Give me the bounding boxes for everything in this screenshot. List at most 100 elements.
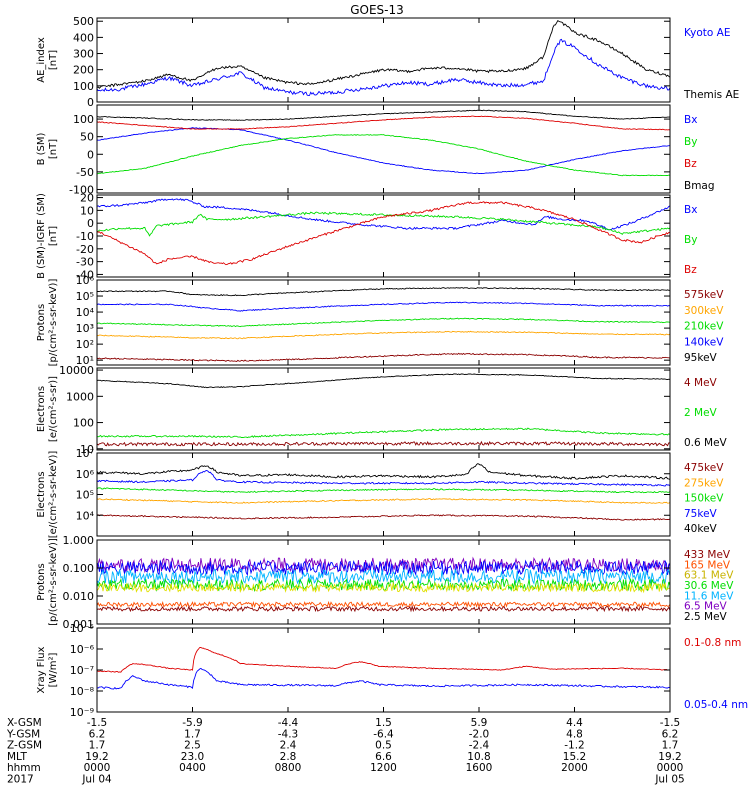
y-tick-label: 0	[87, 148, 94, 161]
series-line-bz	[97, 201, 670, 266]
series-line-165-mev	[97, 559, 670, 577]
y-tick-label: 10⁵	[76, 290, 94, 303]
y-tick-label: 10000	[59, 364, 94, 377]
series-label: 95keV	[684, 352, 718, 364]
x-axis-value: 2.8	[280, 751, 297, 763]
y-tick-label: 10⁻⁷	[70, 664, 94, 677]
y-tick-label: 10¹	[76, 354, 94, 367]
x-axis-value: 0.5	[375, 740, 392, 752]
panel-electrons_kev: 10⁴ 10⁵ 10⁶ 10⁷ Electrons [e/(cm²-s-sr-keV)] 4…	[36, 447, 724, 538]
y-tick-label: 0.001	[63, 618, 95, 631]
series-label: By	[684, 234, 697, 246]
y-tick-label: -40	[76, 268, 94, 281]
x-axis-value: -1.2	[564, 740, 585, 752]
series-line-63-1-mev	[97, 568, 670, 585]
panel-electrons_mev: 10 100 1000 10000 Electrons [e/(cm²-s-sr)] 4 M…	[36, 364, 728, 456]
series-label: 165 MeV	[684, 559, 731, 571]
x-axis-value: 1600	[466, 762, 493, 774]
y-tick-label: 300	[73, 48, 94, 61]
series-line-4-mev	[97, 373, 670, 389]
y-tick-label: -30	[76, 256, 94, 269]
x-axis-value: 1.5	[375, 717, 392, 729]
x-axis-value: 1.7	[662, 740, 679, 752]
series-label: 40keV	[684, 523, 718, 535]
x-axis-value: -4.3	[278, 728, 299, 740]
y-axis-label: Protons	[36, 563, 47, 600]
x-axis-value: 5.9	[471, 717, 488, 729]
series-group	[97, 198, 670, 266]
y-tick-label: -10	[76, 230, 94, 243]
y-tick-label: 100	[73, 417, 94, 430]
y-tick-label: 20	[80, 192, 94, 205]
series-label: Themis AE	[683, 89, 739, 101]
series-label: Bx	[684, 204, 697, 216]
x-axis-value: 4.4	[566, 717, 583, 729]
x-axis-value: 1200	[370, 762, 397, 774]
panel-ae: 0 100 200 300 400 500 AE_index [nT] Kyoto AE Them…	[36, 15, 739, 109]
y-axis-label: AE_index	[36, 37, 47, 83]
x-axis-row-label: Z-GSM	[7, 740, 42, 752]
series-label: 433 MeV	[684, 549, 731, 561]
x-axis-row-label: MLT	[7, 751, 27, 763]
y-tick-label: 1000	[66, 390, 94, 403]
series-label: 475keV	[684, 462, 724, 474]
series-label: 75keV	[684, 508, 718, 520]
y-axis-label: [p/(cm²-s-sr-keV)]	[48, 538, 59, 626]
series-line-475kev	[97, 463, 670, 480]
x-axis-value: 2.5	[184, 740, 201, 752]
panel-protons_mev: 0.001 0.010 0.100 1.000 Protons [p/(cm²-s-sr-…	[36, 534, 734, 631]
y-axis-label: Electrons	[36, 471, 47, 517]
series-label: 0.1-0.8 nm	[684, 637, 741, 649]
x-axis-value: 19.2	[85, 751, 108, 763]
y-tick-label: 10⁵	[76, 489, 94, 502]
x-axis-value: -4.4	[278, 717, 299, 729]
panel-protons_kev: 10¹ 10² 10³ 10⁴ 10⁵ 10⁶ Protons [p/(cm²-s-sr-ke…	[36, 274, 724, 367]
y-tick-label: 0	[87, 217, 94, 230]
series-label: 140keV	[684, 336, 724, 348]
series-group	[97, 287, 670, 362]
y-axis-label: B (SM)	[36, 132, 47, 165]
x-axis-value: 0800	[275, 762, 302, 774]
series-line-575kev	[97, 287, 670, 297]
series-line-40kev	[97, 514, 670, 521]
figure-title: GOES-13	[350, 3, 404, 17]
x-axis-table: X-GSM -1.5 -5.9 -4.4 1.5 5.9 4.4 -1.5Y-GSM 6.2 1.…	[6, 717, 685, 786]
y-axis-label: Protons	[36, 304, 47, 341]
series-group	[97, 19, 670, 97]
x-axis-value: Jul 05	[654, 774, 684, 786]
series-line-bx	[97, 198, 670, 231]
series-label: 150keV	[684, 493, 724, 505]
series-line-11-6-mev	[97, 581, 670, 594]
series-label: 210keV	[684, 321, 724, 333]
series-label: 0.6 MeV	[684, 437, 728, 449]
series-label: 300keV	[684, 305, 724, 317]
x-axis-value: -5.9	[182, 717, 203, 729]
y-tick-label: 1.000	[63, 534, 95, 547]
series-line-30-6-mev	[97, 577, 670, 593]
x-axis-row-label: Y-GSM	[6, 728, 40, 740]
series-line-95kev	[97, 352, 670, 362]
y-tick-label: 10³	[76, 322, 94, 335]
y-axis-label: Electrons	[36, 386, 47, 432]
y-tick-label: 0.100	[63, 562, 95, 575]
y-tick-label: 10⁴	[76, 306, 95, 319]
y-tick-label: 10⁻⁸	[70, 685, 95, 698]
y-tick-label: 10	[80, 443, 94, 456]
x-axis-value: 19.2	[658, 751, 681, 763]
y-tick-label: 10⁷	[76, 447, 94, 460]
series-label: 0.05-0.4 nm	[684, 699, 748, 711]
y-tick-label: 500	[73, 15, 94, 28]
y-tick-label: 0	[87, 96, 94, 109]
x-axis-value: 15.2	[563, 751, 586, 763]
series-group	[97, 646, 670, 690]
series-label: 30.6 MeV	[684, 580, 734, 592]
series-line-bx	[97, 127, 670, 175]
series-group	[97, 463, 670, 521]
series-line-150kev	[97, 487, 670, 494]
series-label: 6.5 MeV	[684, 601, 728, 613]
series-line-themis-ae	[97, 19, 670, 89]
x-axis-value: 6.6	[375, 751, 392, 763]
